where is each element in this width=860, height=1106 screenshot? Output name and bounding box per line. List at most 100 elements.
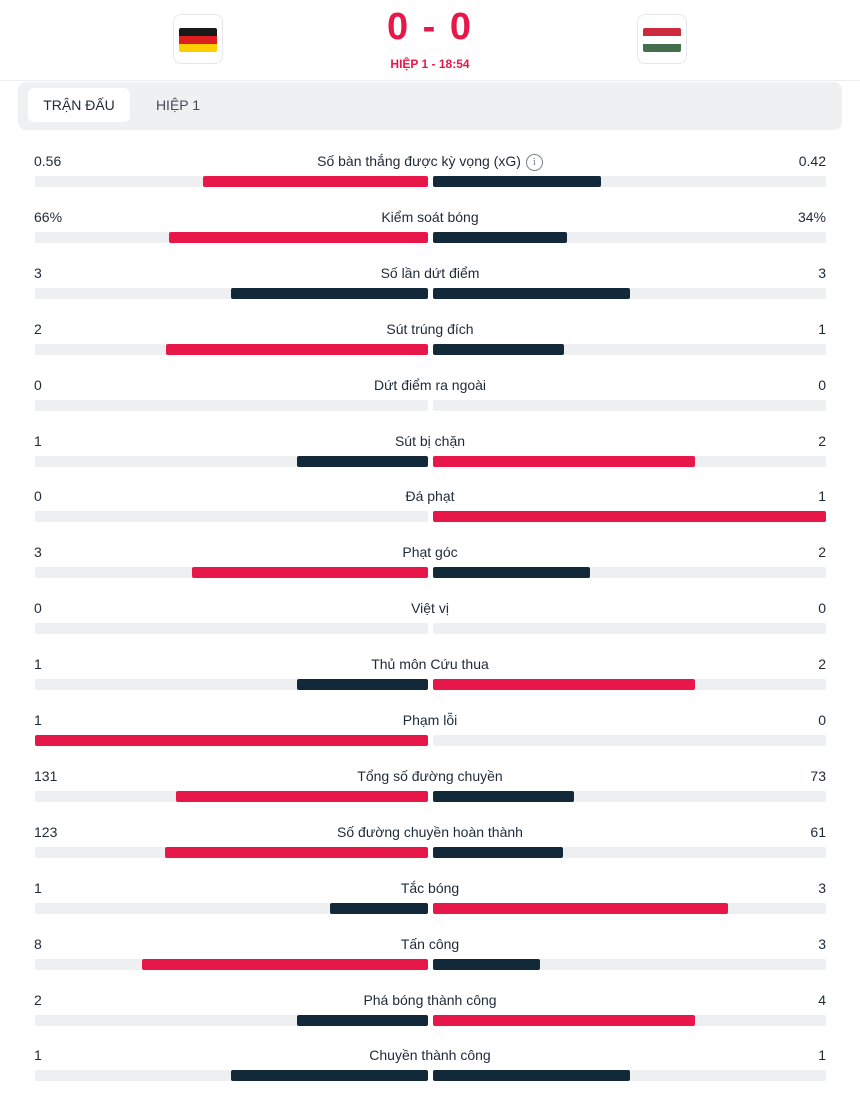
home-bar-track — [35, 1070, 428, 1082]
stat-away-value: 0 — [818, 376, 826, 393]
away-bar-track — [433, 790, 826, 802]
home-bar-fill — [203, 176, 428, 187]
away-bar-fill — [433, 1014, 695, 1026]
home-bar-track — [35, 902, 428, 914]
away-bar-track — [433, 846, 826, 858]
stat-label-text: Đá phạt — [405, 488, 455, 505]
stat-away-value: 3 — [818, 935, 826, 952]
away-bar-fill — [433, 231, 567, 243]
stat-home-value: 1 — [34, 432, 42, 449]
home-bar-fill — [297, 679, 428, 691]
stat-row: 0 Dứt điểm ra ngoài 0 — [0, 377, 860, 433]
stat-away-value: 1 — [818, 320, 826, 337]
away-bar-track — [433, 735, 826, 746]
away-bar-track — [433, 679, 826, 691]
stat-label: Tổng số đường chuyền — [230, 768, 630, 784]
stat-label-text: Số đường chuyền hoàn thành — [337, 823, 523, 840]
match-period: HIỆP 1 - 18:54 — [390, 57, 470, 71]
stat-home-value: 0.56 — [34, 153, 62, 169]
home-bar-fill — [297, 455, 428, 467]
stat-home-value: 1 — [34, 656, 42, 673]
match-score: 0 - 0 — [386, 6, 474, 48]
stat-label-text: Thủ môn Cứu thua — [371, 656, 489, 673]
info-icon[interactable]: i — [525, 154, 543, 171]
stat-row: 131 Tổng số đường chuyền 73 — [0, 768, 860, 824]
stat-away-value: 2 — [818, 544, 826, 561]
home-bar-fill — [165, 846, 428, 858]
away-bar-track — [433, 623, 826, 635]
away-bar-fill — [433, 902, 728, 914]
away-bar-track — [433, 287, 826, 299]
stat-label-text: Dứt điểm ra ngoài — [373, 376, 487, 393]
stat-home-value: 1 — [34, 712, 42, 728]
stat-row: 0 Việt vị 0 — [0, 600, 860, 656]
home-bar-fill — [176, 790, 428, 802]
stat-home-value: 2 — [34, 991, 42, 1008]
away-bar-fill — [433, 343, 564, 355]
stat-row: 1 Sút bị chặn 2 — [0, 433, 860, 489]
away-bar-fill — [433, 846, 563, 858]
away-bar-fill — [433, 958, 540, 970]
stat-label-text: Tấn công — [400, 935, 460, 952]
stat-label: Việt vị — [230, 600, 630, 616]
away-bar-track — [433, 455, 826, 467]
stat-away-value: 34% — [797, 208, 826, 225]
home-team-badge[interactable] — [173, 14, 223, 64]
away-bar-fill — [433, 679, 695, 691]
away-bar-track — [433, 567, 826, 579]
stat-away-value: 2 — [818, 656, 826, 673]
stat-home-value: 123 — [34, 823, 58, 840]
home-bar-fill — [35, 735, 428, 746]
stat-label: Số lần dứt điểm — [230, 265, 630, 281]
home-bar-track — [35, 567, 428, 579]
stat-home-value: 2 — [34, 320, 42, 337]
stat-label: Chuyền thành công — [230, 1047, 630, 1063]
stat-label: Tắc bóng — [230, 880, 630, 896]
home-bar-track — [35, 231, 428, 243]
home-bar-fill — [192, 567, 428, 579]
stat-row: 0.56 Số bàn thắng được kỳ vọng (xG) i 0.42 — [0, 153, 860, 209]
stat-label: Sút bị chặn — [230, 433, 630, 449]
tab-match[interactable]: TRẬN ĐẤU — [28, 88, 130, 122]
home-bar-track — [35, 790, 428, 802]
stat-away-value: 1 — [818, 1047, 826, 1064]
away-team-badge[interactable] — [637, 14, 687, 64]
stat-label-text: Số bàn thắng được kỳ vọng (xG) — [317, 153, 521, 169]
home-bar-fill — [231, 1070, 428, 1082]
away-bar-track — [433, 1070, 826, 1082]
away-bar-track — [433, 1014, 826, 1026]
home-bar-track — [35, 287, 428, 299]
stat-home-value: 3 — [34, 264, 42, 281]
stat-row: 2 Sút trúng đích 1 — [0, 321, 860, 377]
stat-away-value: 0 — [818, 600, 826, 617]
stat-label-text: Sút trúng đích — [386, 320, 474, 337]
away-bar-track — [433, 176, 826, 187]
home-bar-track — [35, 1014, 428, 1026]
stat-away-value: 0.42 — [798, 153, 826, 169]
stat-label-text: Tổng số đường chuyền — [357, 767, 503, 784]
home-bar-fill — [297, 1014, 428, 1026]
stat-label-text: Việt vị — [411, 600, 449, 617]
stat-row: 1 Thủ môn Cứu thua 2 — [0, 656, 860, 712]
stat-away-value: 2 — [818, 432, 826, 449]
stat-row: 8 Tấn công 3 — [0, 936, 860, 992]
stat-label: Số bàn thắng được kỳ vọng (xG) i — [230, 153, 630, 171]
stat-row: 66% Kiểm soát bóng 34% — [0, 209, 860, 265]
tab-first-half[interactable]: HIỆP 1 — [155, 97, 201, 113]
stat-home-value: 3 — [34, 544, 42, 561]
stat-row: 123 Số đường chuyền hoàn thành 61 — [0, 824, 860, 880]
away-bar-fill — [433, 511, 826, 523]
stat-label-text: Phá bóng thành công — [363, 991, 497, 1008]
stat-label: Dứt điểm ra ngoài — [230, 377, 630, 393]
stat-away-value: 0 — [818, 712, 826, 728]
away-bar-track — [433, 231, 826, 243]
stat-away-value: 61 — [810, 823, 826, 840]
home-bar-track — [35, 176, 428, 187]
home-bar-fill — [330, 902, 428, 914]
stat-home-value: 66% — [34, 208, 63, 225]
stat-label: Đá phạt — [230, 488, 630, 504]
stat-away-value: 3 — [818, 879, 826, 896]
stat-away-value: 4 — [818, 991, 826, 1008]
stat-label: Sút trúng đích — [230, 321, 630, 337]
stat-label: Kiểm soát bóng — [230, 209, 630, 225]
